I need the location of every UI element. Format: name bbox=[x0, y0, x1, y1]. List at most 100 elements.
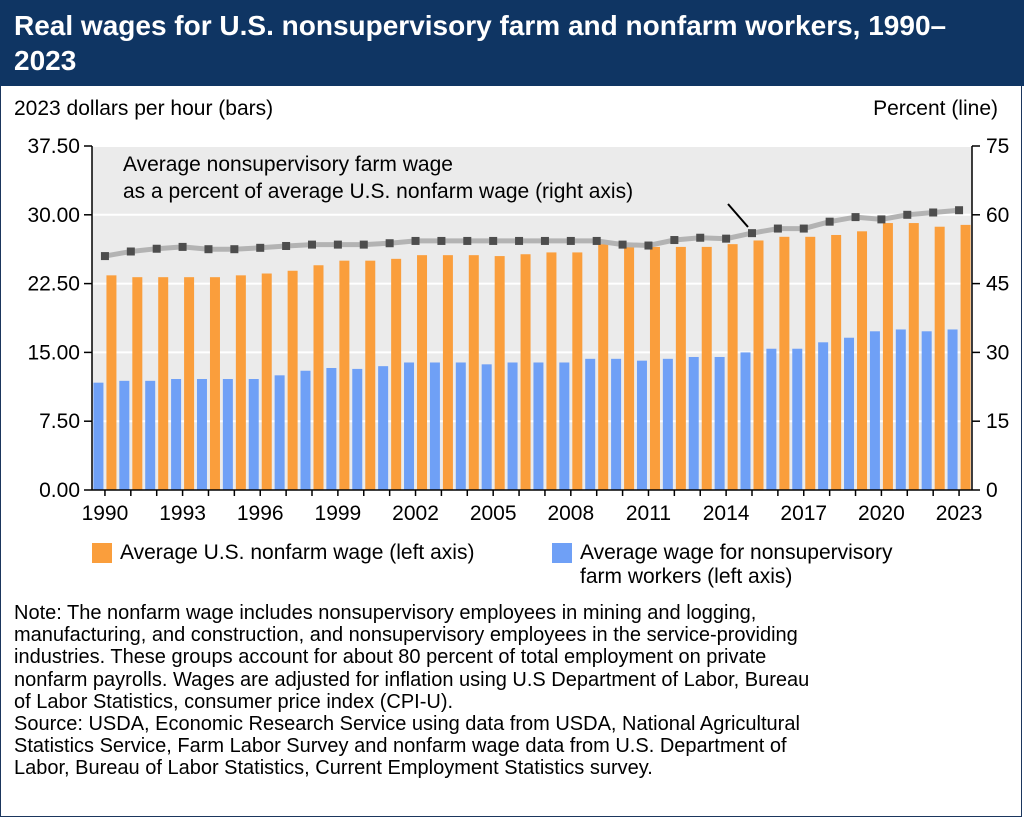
line-point-marker bbox=[204, 245, 213, 254]
line-point-marker bbox=[618, 240, 627, 249]
bar-farm-wage bbox=[352, 368, 363, 490]
line-point-marker bbox=[903, 210, 912, 219]
chart-svg: 0.00 0 7.50 15 15.00 30 22.50 45 30.00 60 37.50 75 1… bbox=[27, 135, 1009, 525]
left-tick-label: 15.00 bbox=[27, 341, 80, 364]
left-tick-label: 22.50 bbox=[27, 273, 80, 296]
bar-farm-wage bbox=[636, 360, 647, 490]
right-tick-label: 30 bbox=[986, 341, 1009, 364]
line-point-marker bbox=[230, 245, 239, 254]
source-line: Statistics Service, Farm Labor Survey an… bbox=[14, 735, 787, 758]
x-tick-label: 1993 bbox=[159, 502, 206, 525]
bar-farm-wage bbox=[222, 379, 233, 490]
bar-farm-wage bbox=[818, 342, 829, 490]
line-point-marker bbox=[644, 241, 653, 250]
line-point-marker bbox=[333, 240, 342, 249]
bar-nonfarm-wage bbox=[287, 270, 298, 490]
bar-nonfarm-wage bbox=[339, 260, 350, 490]
bar-farm-wage bbox=[429, 362, 440, 490]
bar-farm-wage bbox=[481, 364, 492, 490]
bar-farm-wage bbox=[196, 379, 207, 490]
line-point-marker bbox=[126, 247, 135, 256]
bar-farm-wage bbox=[921, 331, 932, 490]
bar-farm-wage bbox=[171, 379, 182, 490]
line-point-marker bbox=[359, 240, 368, 249]
x-tick-label: 1996 bbox=[237, 502, 284, 525]
line-point-marker bbox=[773, 224, 782, 233]
bar-farm-wage bbox=[611, 358, 622, 490]
bar-farm-wage bbox=[378, 366, 389, 490]
line-point-marker bbox=[152, 244, 161, 253]
bar-farm-wage bbox=[404, 362, 415, 490]
right-tick-label: 60 bbox=[986, 204, 1009, 227]
line-point-marker bbox=[955, 206, 964, 215]
title-bar: Real wages for U.S. nonsupervisory farm … bbox=[0, 0, 1024, 86]
bar-farm-wage bbox=[559, 362, 570, 490]
bar-nonfarm-wage bbox=[857, 231, 868, 490]
right-tick-label: 15 bbox=[986, 410, 1009, 433]
bar-nonfarm-wage bbox=[494, 256, 505, 490]
left-tick-label: 37.50 bbox=[27, 135, 80, 158]
bar-nonfarm-wage bbox=[624, 244, 635, 490]
line-point-marker bbox=[722, 234, 731, 243]
bar-nonfarm-wage bbox=[520, 254, 531, 490]
bar-farm-wage bbox=[119, 380, 130, 490]
bar-farm-wage bbox=[507, 362, 518, 490]
bar-nonfarm-wage bbox=[313, 265, 324, 490]
bar-farm-wage bbox=[300, 370, 311, 490]
annotation-line-2: as a percent of average U.S. nonfarm wag… bbox=[123, 180, 633, 203]
x-tick-label: 2008 bbox=[547, 502, 594, 525]
x-tick-label: 2002 bbox=[392, 502, 439, 525]
bar-farm-wage bbox=[662, 358, 673, 490]
line-point-marker bbox=[282, 241, 291, 250]
bar-farm-wage bbox=[533, 362, 544, 490]
bar-farm-wage bbox=[455, 362, 466, 490]
bar-farm-wage bbox=[274, 375, 285, 490]
bar-farm-wage bbox=[766, 348, 777, 490]
bar-farm-wage bbox=[714, 356, 725, 490]
legend-swatch-nonfarm bbox=[92, 543, 112, 563]
line-point-marker bbox=[670, 236, 679, 245]
line-point-marker bbox=[256, 243, 265, 252]
legend-label-nonfarm: Average U.S. nonfarm wage (left axis) bbox=[120, 541, 475, 564]
bar-nonfarm-wage bbox=[106, 275, 117, 490]
bar-nonfarm-wage bbox=[132, 277, 143, 490]
annotation-leader bbox=[727, 203, 749, 228]
x-tick-label: 2020 bbox=[858, 502, 905, 525]
line-point-marker bbox=[799, 224, 808, 233]
bar-nonfarm-wage bbox=[209, 277, 220, 490]
legend-label-farm-line2: farm workers (left axis) bbox=[580, 565, 793, 588]
line-point-marker bbox=[696, 233, 705, 242]
line-point-marker bbox=[437, 236, 446, 245]
bar-nonfarm-wage bbox=[908, 223, 919, 490]
note-line: industries. These groups account for abo… bbox=[14, 646, 767, 669]
note-line: nonfarm payrolls. Wages are adjusted for… bbox=[14, 668, 810, 691]
line-point-marker bbox=[489, 236, 498, 245]
right-axis-label: Percent (line) bbox=[873, 97, 998, 120]
bar-farm-wage bbox=[326, 367, 337, 490]
bar-nonfarm-wage bbox=[468, 255, 479, 490]
line-point-marker bbox=[825, 217, 834, 226]
bar-nonfarm-wage bbox=[158, 277, 169, 490]
line-point-marker bbox=[566, 236, 575, 245]
bar-nonfarm-wage bbox=[261, 273, 272, 490]
annotation-line-1: Average nonsupervisory farm wage bbox=[123, 153, 453, 176]
line-point-marker bbox=[463, 236, 472, 245]
bar-nonfarm-wage bbox=[934, 226, 945, 490]
left-tick-label: 30.00 bbox=[27, 204, 80, 227]
bar-nonfarm-wage bbox=[235, 275, 246, 490]
left-axis-label: 2023 dollars per hour (bars) bbox=[14, 97, 274, 120]
bar-nonfarm-wage bbox=[675, 246, 686, 490]
series-line-farm-percent bbox=[104, 207, 960, 259]
bar-farm-wage bbox=[947, 329, 958, 490]
bar-farm-wage bbox=[895, 329, 906, 490]
bar-nonfarm-wage bbox=[753, 240, 764, 490]
bar-nonfarm-wage bbox=[572, 252, 583, 490]
line-point-marker bbox=[592, 236, 601, 245]
legend-label-farm: Average wage for nonsupervisory farm wor… bbox=[580, 541, 892, 589]
bar-farm-wage bbox=[248, 379, 259, 490]
right-tick-label: 45 bbox=[986, 273, 1009, 296]
bar-nonfarm-wage bbox=[391, 258, 402, 490]
x-tick-label: 1990 bbox=[82, 502, 129, 525]
right-tick-label: 0 bbox=[986, 479, 998, 502]
line-point-marker bbox=[411, 236, 420, 245]
